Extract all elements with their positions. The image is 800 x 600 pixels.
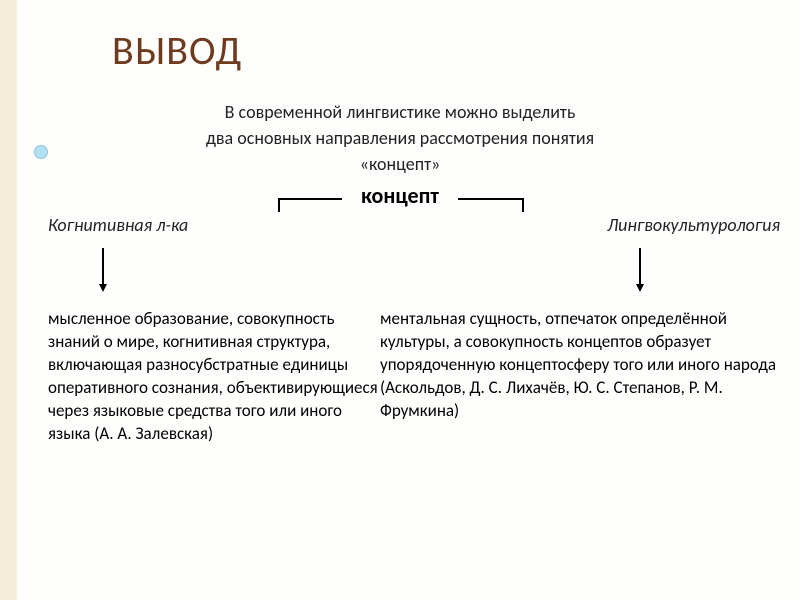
left-sidebar-accent bbox=[0, 0, 17, 600]
branch-left-label: Когнитивная л-ка bbox=[48, 214, 188, 236]
slide: ВЫВОД В современной лингвистике можно вы… bbox=[0, 0, 800, 600]
branch-right-label: Лингвокультурология bbox=[607, 214, 780, 236]
bullet-decor-icon bbox=[34, 145, 48, 159]
slide-title: ВЫВОД bbox=[112, 26, 242, 75]
concept-heading: концепт bbox=[0, 182, 800, 209]
intro-line-1: В современной лингвистике можно выделить bbox=[100, 100, 700, 124]
description-left: мысленное образование, совокупность знан… bbox=[48, 308, 378, 446]
intro-line-3: «концепт» bbox=[100, 152, 700, 176]
description-right: ментальная сущность, отпечаток определён… bbox=[380, 308, 800, 423]
intro-line-2: два основных направления рассмотрения по… bbox=[100, 126, 700, 150]
